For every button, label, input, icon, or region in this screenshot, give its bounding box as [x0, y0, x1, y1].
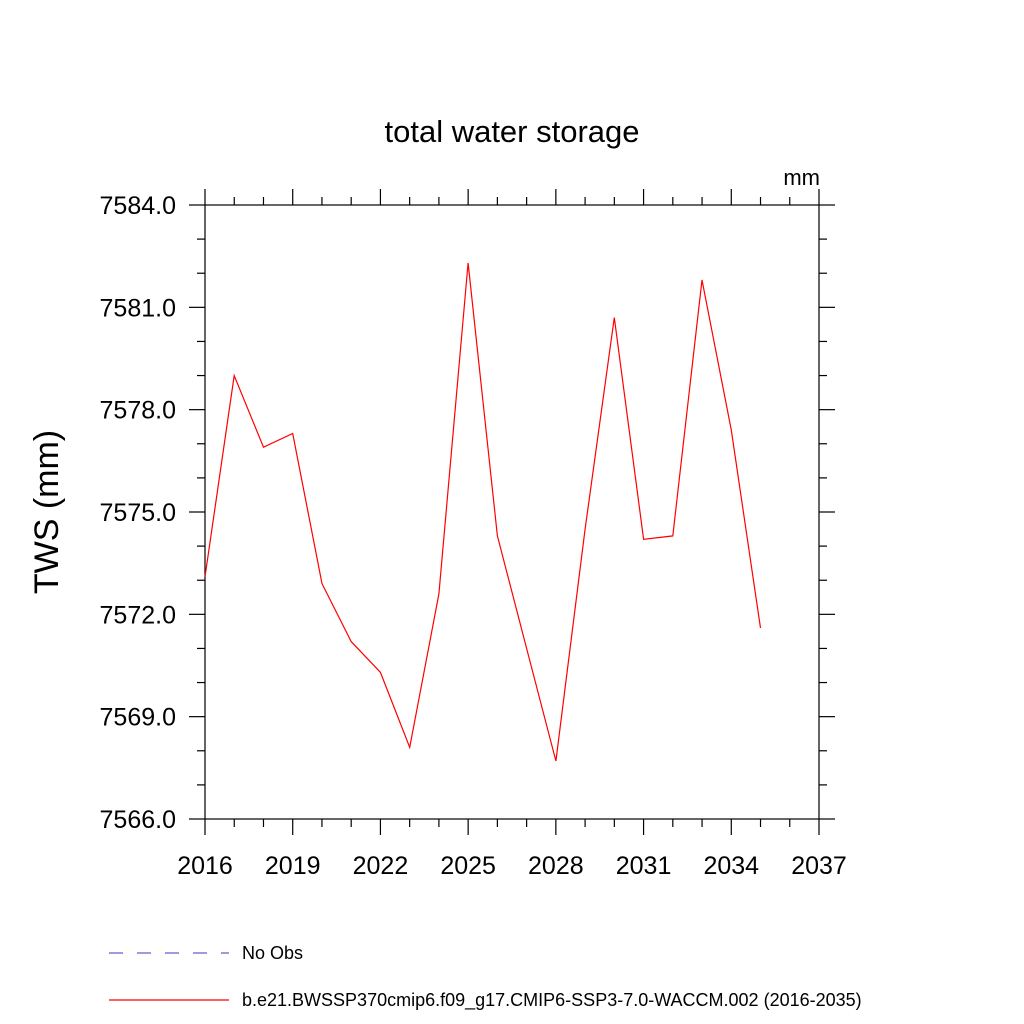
y-tick-label: 7569.0 — [100, 704, 176, 732]
axis-ticks — [189, 189, 835, 835]
legend-label: No Obs — [242, 943, 303, 963]
y-tick-label: 7581.0 — [100, 294, 176, 322]
x-tick-label: 2037 — [791, 852, 847, 880]
y-tick-labels: 7566.0 7569.0 7572.0 7575.0 7578.0 7581.0 7584… — [100, 192, 176, 834]
x-tick-label: 2025 — [440, 852, 496, 880]
series-line — [204, 262, 762, 762]
y-tick-label: 7584.0 — [100, 192, 176, 220]
x-tick-label: 2028 — [528, 852, 584, 880]
x-tick-label: 2016 — [177, 852, 233, 880]
legend: No Obs b.e21.BWSSP370cmip6.f09_g17.CMIP6-… — [109, 943, 862, 1011]
x-tick-label: 2022 — [353, 852, 409, 880]
y-tick-label: 7575.0 — [100, 499, 176, 527]
x-tick-label: 2031 — [616, 852, 672, 880]
legend-label: b.e21.BWSSP370cmip6.f09_g17.CMIP6-SSP3-7… — [242, 990, 862, 1011]
units-label: mm — [783, 165, 820, 190]
y-axis-label: TWS (mm) — [28, 430, 66, 594]
y-tick-label: 7572.0 — [100, 601, 176, 629]
y-tick-label: 7578.0 — [100, 397, 176, 425]
y-tick-label: 7566.0 — [100, 806, 176, 834]
x-tick-label: 2034 — [703, 852, 759, 880]
x-tick-labels: 2016 2019 2022 2025 2028 2031 2034 2037 — [177, 852, 847, 880]
chart-title: total water storage — [384, 114, 639, 149]
plot-frame — [204, 204, 820, 820]
x-tick-label: 2019 — [265, 852, 321, 880]
series-layer — [204, 262, 762, 762]
